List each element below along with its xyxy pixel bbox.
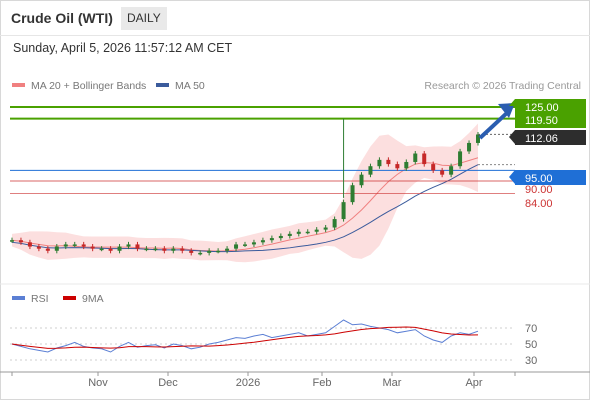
candle-body: [117, 246, 122, 251]
x-tick-label: 2026: [236, 377, 260, 389]
candle-body: [198, 252, 203, 255]
candle-body: [153, 248, 158, 251]
target-box-tab: [509, 99, 515, 106]
candle-body: [404, 161, 409, 169]
candle-body: [54, 246, 59, 251]
candle-body: [377, 159, 382, 167]
candle-body: [296, 231, 301, 234]
candle-body: [189, 250, 194, 253]
candle-body: [305, 231, 310, 234]
candle-body: [63, 244, 68, 247]
candle-body: [431, 164, 436, 171]
legend-rsi: RSI: [12, 293, 49, 305]
support-label: 90.00: [525, 184, 553, 196]
pivot-tab: [509, 170, 515, 184]
candle-body: [251, 242, 256, 245]
candle-body: [72, 244, 77, 246]
chart-timestamp: Sunday, April 5, 2026 11:57:12 AM CET: [13, 41, 233, 55]
rsi-ma-line: [11, 326, 479, 349]
forecast-arrow: [478, 110, 510, 140]
candle-body: [18, 240, 23, 243]
ma20-swatch: [12, 83, 25, 88]
legend-9ma-label: 9MA: [82, 293, 104, 305]
ma20-line: [11, 157, 479, 252]
candle-body: [81, 244, 86, 247]
legend-ma50-label: MA 50: [175, 80, 205, 92]
rsi-tick-label: 70: [525, 323, 537, 335]
candle-body: [323, 227, 328, 230]
candle-body: [278, 235, 283, 239]
legend-9ma: 9MA: [63, 293, 104, 305]
target-box: [515, 99, 586, 128]
target-label: 119.50: [525, 115, 558, 127]
candle-body: [413, 153, 418, 162]
x-tick-label: Feb: [313, 377, 332, 389]
candle-body: [350, 185, 355, 203]
candle-body: [135, 244, 140, 249]
candle-body: [90, 246, 95, 249]
candle-body: [332, 219, 337, 228]
period-button[interactable]: DAILY: [121, 7, 167, 30]
rsi-ma-swatch: [63, 296, 76, 301]
candle-body: [108, 248, 113, 251]
x-tick-label: Mar: [383, 377, 402, 389]
rsi-tick-label: 50: [525, 339, 537, 351]
ma50-swatch: [156, 83, 169, 88]
candle-body: [467, 142, 472, 152]
research-credit: Research © 2026 Trading Central: [424, 80, 581, 92]
x-tick-label: Dec: [158, 377, 178, 389]
candle-body: [243, 244, 247, 246]
forecast-arrowhead: [498, 103, 515, 118]
candle-body: [162, 248, 167, 251]
candle-body: [260, 240, 265, 243]
candle-body: [341, 202, 346, 220]
candle-body: [287, 233, 292, 236]
candle-body: [458, 151, 463, 167]
ma50-line: [11, 164, 479, 253]
candle-body: [180, 248, 185, 251]
candle-body: [386, 159, 391, 165]
candle-body: [395, 164, 400, 169]
candle-body: [314, 229, 319, 232]
candle-body: [36, 246, 41, 249]
candle-body: [422, 153, 427, 165]
candle-body: [449, 166, 454, 175]
rsi-tick-label: 30: [525, 355, 537, 367]
candle-body: [225, 248, 230, 251]
candle-body: [10, 240, 14, 242]
bollinger-band: [12, 123, 478, 263]
candle-body: [126, 244, 131, 247]
candle-body: [171, 248, 176, 251]
candle-body: [234, 244, 239, 249]
candle-body: [45, 248, 50, 251]
x-tick-label: Apr: [465, 377, 482, 389]
candle-body: [99, 248, 104, 251]
last-price-tab: [509, 130, 515, 144]
instrument-title: Crude Oil (WTI): [11, 10, 113, 26]
pivot-label: 95.00: [525, 173, 553, 185]
candle-body: [440, 170, 445, 175]
legend-ma20-label: MA 20 + Bollinger Bands: [31, 80, 147, 92]
candle-body: [27, 242, 32, 247]
rsi-swatch: [12, 296, 25, 301]
chart-header: Crude Oil (WTI) DAILY: [0, 0, 590, 36]
candle-body: [216, 250, 221, 253]
candle-body: [269, 238, 274, 241]
support-label: 84.00: [525, 198, 553, 210]
target-label: 125.00: [525, 102, 559, 114]
pivot-box: [515, 170, 586, 185]
candle-body: [207, 250, 212, 253]
last-price-label: 112.06: [525, 133, 558, 145]
last-price-box: [515, 130, 586, 145]
candle-body: [368, 166, 373, 175]
legend-ma50: MA 50: [156, 80, 205, 92]
legend-rsi-label: RSI: [31, 293, 49, 305]
candle-body: [144, 248, 149, 251]
candle-body: [476, 134, 480, 143]
legend-ma20: MA 20 + Bollinger Bands: [12, 80, 146, 92]
candle-body: [359, 174, 364, 186]
x-tick-label: Nov: [88, 377, 108, 389]
